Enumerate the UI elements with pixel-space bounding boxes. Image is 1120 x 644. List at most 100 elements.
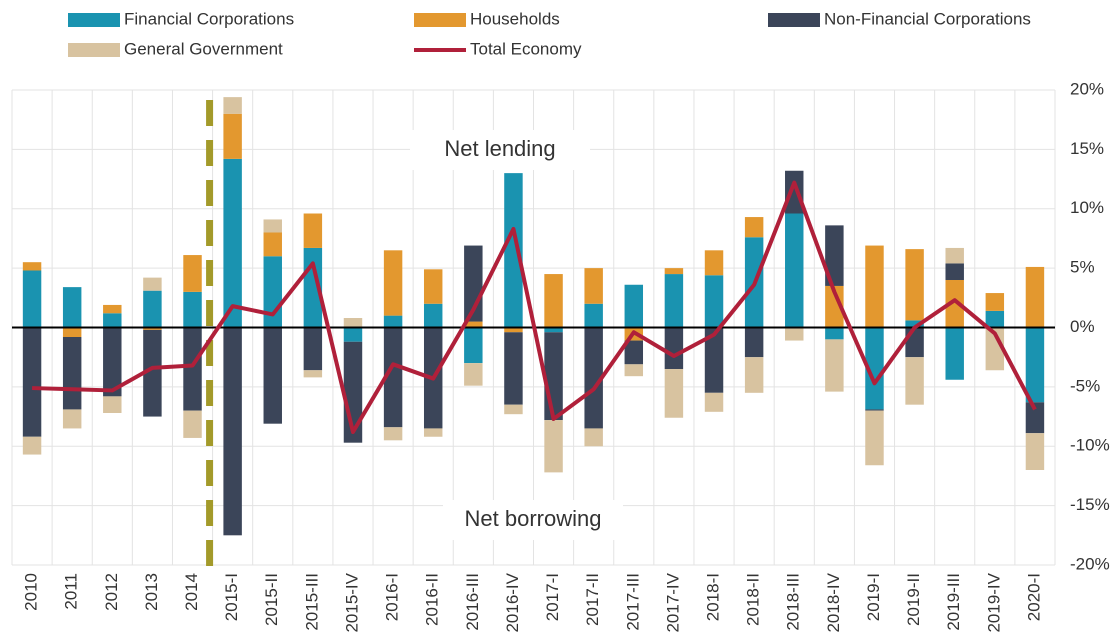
y-tick-label: 15% [1070,139,1104,158]
bar-segment [704,250,724,276]
x-tick-label: 2017-III [623,573,642,631]
bar-segment [825,225,844,286]
bar-segment [865,409,884,411]
bar-segment [383,427,403,441]
x-tick-label: 2017-IV [663,572,682,632]
x-tick-label: 2017-I [543,573,562,621]
bar-segment [303,370,323,378]
bar-segment [303,327,323,371]
legend-label: Financial Corporations [124,9,294,28]
annotation: Net borrowing [465,506,602,531]
line-series [31,180,1037,434]
x-tick-label: 2016-III [463,573,482,631]
x-tick-label: 2019-II [904,573,923,626]
bar-segment [183,255,202,292]
bar-segment [544,332,563,421]
bar-segment [143,327,162,330]
bar-segment [584,327,603,429]
bar-segment [825,327,844,340]
x-tick-label: 2015-III [302,573,321,631]
bar-segment [464,327,483,364]
x-tick-label: 2010 [22,573,41,611]
bar-segment [343,327,363,342]
y-tick-label: -5% [1070,376,1100,395]
bar-segment [183,327,202,411]
bar-segment [22,262,42,271]
legend-label: Non-Financial Corporations [824,9,1031,28]
bar-segment [624,364,644,377]
bar-segment [223,327,242,536]
bar-segment [423,269,443,304]
y-tick-label: 20% [1070,79,1104,98]
annotation: Net lending [444,136,555,161]
bar-segment [504,404,523,415]
x-tick-label: 2016-IV [503,572,522,632]
x-tick-label: 2018-III [784,573,803,631]
bar-segment [544,420,563,473]
bar-segment [905,327,924,358]
x-tick-label: 2015-II [262,573,281,626]
bar-segment [785,327,804,341]
y-tick-label: 10% [1070,198,1104,217]
x-tick-label: 2012 [102,573,121,611]
bar-segment [825,285,844,328]
bar-segment [143,329,162,417]
bar-segment [905,249,924,321]
legend-swatch [414,13,466,27]
bar-segment [62,327,82,337]
bar-segment [865,327,884,410]
bar-segment [945,247,964,264]
bar-segment [785,170,804,214]
bar-segment [945,263,964,280]
y-tick-label: -20% [1070,554,1110,573]
bar-segment [343,318,363,328]
x-tick-label: 2018-IV [824,572,843,632]
bar-segment [865,245,884,328]
bar-segment [103,396,122,413]
x-tick-label: 2016-II [423,573,442,626]
bar-segment [744,327,764,358]
bar-segment [103,304,122,314]
x-tick-label: 2019-I [864,573,883,621]
bar-segment [143,290,162,328]
bar-segment [263,219,282,233]
y-tick-label: -15% [1070,495,1110,514]
legend-swatch [68,43,120,57]
legend-swatch [768,13,820,27]
bar-segment [985,310,1005,328]
bar-segment [62,337,82,410]
bar-segment [744,357,764,393]
bar-segment [263,327,282,424]
legend-label: Households [470,9,560,28]
legend-label: Total Economy [470,39,582,58]
bar-segment [504,332,523,405]
bar-segment [1025,402,1045,434]
y-tick-label: 0% [1070,317,1095,336]
bar-segment [704,327,724,393]
bar-segment [905,357,924,405]
bar-segment [584,428,603,447]
bar-segment [664,369,684,418]
bar-segment [544,327,563,333]
bar-segment [22,270,42,328]
bar-segment [423,428,443,437]
bar-segment [945,327,964,380]
x-tick-label: 2011 [62,573,81,610]
x-tick-label: 2015-I [222,573,241,621]
bar-segment [985,293,1005,311]
bar-segment [544,274,563,328]
bar-segment [624,340,644,365]
bar-segment [664,268,684,275]
x-tick-label: 2020-I [1024,573,1043,621]
bar-segment [1025,327,1045,403]
bar-segment [704,275,724,328]
bar-segment [1025,433,1045,470]
bar-segment [62,409,82,429]
bar-segment [423,303,443,328]
bar-segment [263,232,282,257]
x-tick-label: 2016-I [383,573,402,621]
bar-segment [905,320,924,328]
x-tick-label: 2014 [182,573,201,611]
bar-segment [103,313,122,328]
